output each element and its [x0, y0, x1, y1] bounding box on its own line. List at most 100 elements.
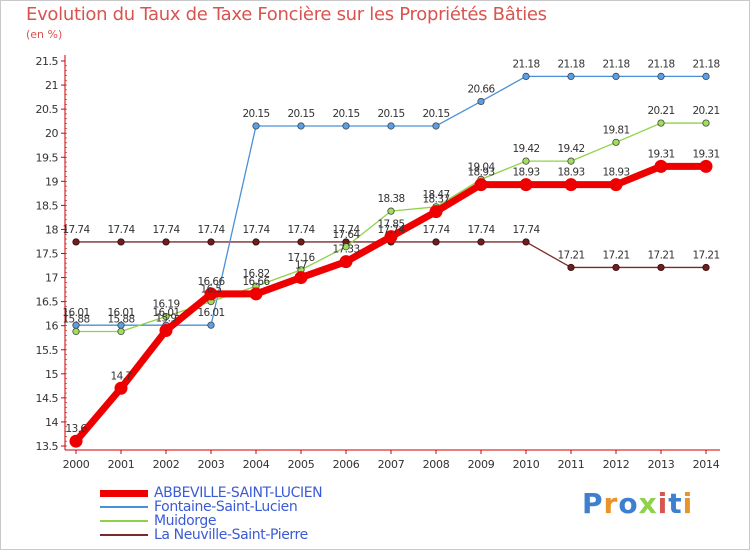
data-label: 20.66 [467, 83, 495, 95]
data-label: 20.15 [422, 108, 449, 120]
logo-letter: x [638, 487, 658, 520]
data-point [609, 178, 623, 192]
data-point [249, 287, 263, 301]
y-tick-label: 18.5 [36, 199, 59, 212]
data-point [207, 321, 215, 329]
data-label: 16.82 [242, 268, 269, 280]
data-label: 18.93 [467, 167, 494, 179]
y-tick-label: 17.5 [36, 248, 59, 261]
x-tick-label: 2006 [333, 458, 360, 471]
data-point [204, 287, 218, 301]
data-label: 16.19 [152, 299, 179, 311]
logo-letter: i [682, 487, 694, 520]
chart-title: Evolution du Taux de Taxe Foncière sur l… [26, 4, 547, 25]
data-point [477, 238, 485, 246]
data-label: 20.15 [242, 108, 269, 120]
data-point [159, 324, 173, 337]
y-tick-label: 17 [45, 272, 58, 285]
data-label: 16.66 [197, 276, 225, 288]
y-tick-label: 20.5 [36, 103, 59, 116]
legend-label: Fontaine-Saint-Lucien [154, 499, 298, 515]
line-chart: 13.5 14 14.5 15 15.5 16 16.5 17 17.5 18 18.5 19 19.5… [36, 55, 720, 471]
data-label: 17.21 [557, 249, 584, 261]
data-label: 17.74 [152, 224, 180, 236]
legend-label: La Neuville-Saint-Pierre [154, 527, 308, 543]
x-tick-label: 2004 [243, 458, 270, 471]
y-tick-label: 21.5 [36, 55, 59, 68]
legend-swatch [100, 520, 148, 522]
data-label: 21.18 [692, 58, 719, 70]
data-point [387, 122, 395, 130]
legend-swatch [100, 534, 148, 536]
data-label: 17.74 [377, 224, 405, 236]
data-label: 15.88 [62, 313, 89, 325]
data-point [297, 238, 305, 246]
x-tick-label: 2007 [378, 458, 405, 471]
data-point [294, 271, 308, 285]
data-label: 17.21 [602, 249, 629, 261]
data-point [612, 263, 620, 272]
data-label: 17.74 [422, 224, 450, 236]
data-point [702, 119, 710, 127]
y-tick-label: 13.5 [36, 440, 59, 453]
logo-letter: r [603, 487, 619, 520]
y-tick-label: 19 [45, 175, 58, 188]
data-point [612, 72, 620, 81]
x-tick-label: 2012 [603, 458, 630, 471]
x-tick-label: 2014 [693, 458, 720, 471]
data-point [654, 159, 668, 173]
data-label: 20.21 [647, 105, 674, 117]
data-label: 16.5 [201, 284, 222, 296]
y-tick-label: 19.5 [36, 151, 59, 164]
data-point [117, 238, 125, 246]
data-label: 18.38 [377, 193, 404, 205]
x-tick-label: 2009 [468, 458, 495, 471]
logo-letter: t [668, 487, 683, 520]
data-label: 20.15 [332, 108, 359, 120]
data-label: 17.74 [332, 224, 360, 236]
data-label: 18.93 [512, 167, 539, 179]
data-label: 13.6 [66, 423, 88, 435]
x-tick-label: 2000 [63, 458, 90, 471]
data-point [252, 122, 260, 130]
legend-item: Muidorge [100, 513, 322, 529]
y-tick-label: 15.5 [36, 344, 59, 357]
data-point [522, 157, 530, 165]
data-point [564, 178, 578, 192]
legend-swatch [100, 489, 148, 497]
data-label: 21.18 [512, 58, 539, 70]
data-label: 17.74 [287, 224, 315, 236]
chart-unit: (en %) [26, 28, 63, 41]
data-label: 19.81 [602, 124, 629, 136]
data-point [657, 119, 665, 127]
data-point [387, 207, 395, 215]
data-label: 17.33 [332, 244, 359, 256]
data-point [474, 178, 488, 192]
data-label: 17.74 [512, 224, 540, 236]
data-point [567, 157, 575, 165]
data-point [162, 238, 170, 246]
data-label: 17.16 [287, 252, 315, 264]
data-point [699, 159, 713, 173]
data-point [252, 238, 260, 246]
y-tick-label: 20 [45, 127, 58, 140]
data-point [657, 263, 665, 272]
data-point [522, 238, 530, 246]
x-tick-label: 2011 [558, 458, 585, 471]
data-label: 17.21 [692, 249, 719, 261]
data-label: 19.31 [692, 148, 719, 160]
y-tick-label: 16 [45, 320, 58, 333]
data-label: 17.74 [107, 224, 135, 236]
data-point [72, 327, 80, 336]
logo-letter: o [618, 487, 639, 520]
data-label: 17.64 [332, 229, 360, 241]
data-point [69, 434, 83, 448]
data-label: 18.47 [422, 189, 449, 201]
data-point [702, 263, 710, 272]
data-label: 19.42 [512, 143, 539, 155]
data-point [567, 263, 575, 272]
data-label: 17.74 [197, 224, 225, 236]
y-tick-label: 16.5 [36, 296, 59, 309]
data-label: 17 [295, 260, 307, 272]
